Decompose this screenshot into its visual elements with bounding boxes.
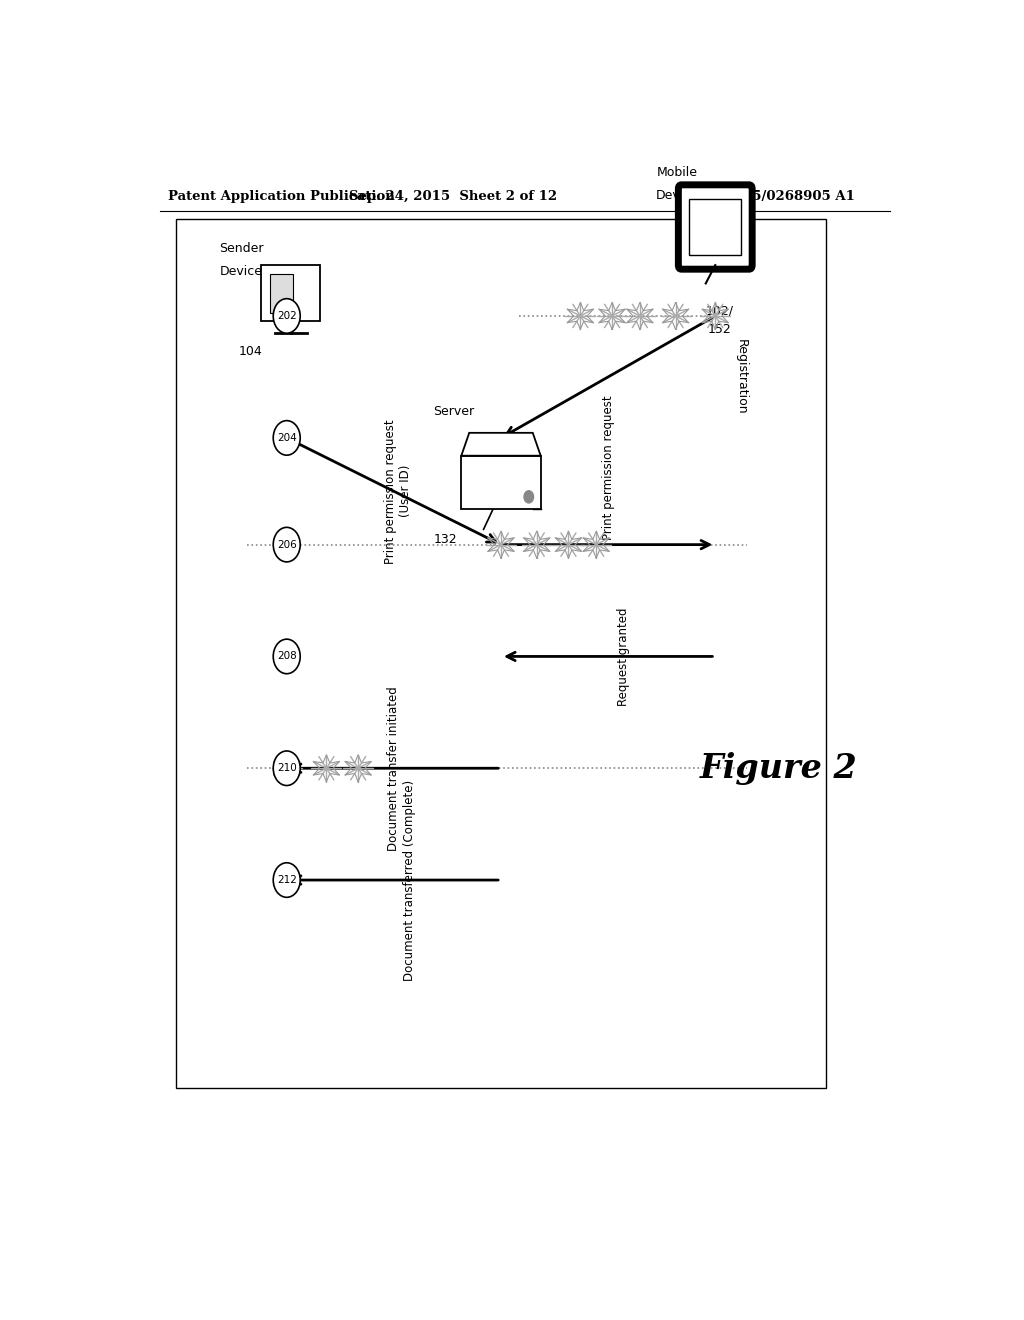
Bar [689, 199, 741, 255]
Text: Document transfer initiated: Document transfer initiated [387, 686, 400, 850]
Text: 204: 204 [276, 433, 297, 444]
Text: Mobile: Mobile [657, 166, 698, 178]
Polygon shape [461, 433, 541, 455]
Text: Device: Device [219, 265, 262, 279]
Text: 208: 208 [276, 652, 297, 661]
Text: Figure 2: Figure 2 [699, 752, 858, 784]
Circle shape [273, 528, 300, 562]
Text: Request granted: Request granted [617, 607, 631, 706]
Text: Sender: Sender [219, 242, 263, 255]
Text: Registration: Registration [735, 339, 749, 414]
FancyBboxPatch shape [678, 185, 753, 269]
Circle shape [273, 639, 300, 673]
Text: 104: 104 [240, 345, 263, 358]
Text: US 2015/0268905 A1: US 2015/0268905 A1 [699, 190, 855, 202]
Bar [461, 455, 541, 510]
Text: 132: 132 [433, 533, 458, 546]
Circle shape [273, 421, 300, 455]
Circle shape [273, 298, 300, 333]
Text: Print permission request: Print permission request [602, 395, 614, 540]
Bar [261, 265, 321, 321]
Circle shape [273, 863, 300, 898]
Text: Patent Application Publication: Patent Application Publication [168, 190, 394, 202]
Bar [176, 219, 826, 1089]
Text: Sep. 24, 2015  Sheet 2 of 12: Sep. 24, 2015 Sheet 2 of 12 [349, 190, 557, 202]
Text: 102/: 102/ [706, 305, 733, 317]
Text: 210: 210 [276, 763, 297, 774]
Circle shape [273, 751, 300, 785]
Text: 202: 202 [276, 312, 297, 321]
Circle shape [524, 491, 534, 503]
Text: Server: Server [433, 405, 474, 417]
Bar [270, 275, 293, 313]
Text: 152: 152 [708, 322, 731, 335]
Text: 206: 206 [276, 540, 297, 549]
Text: Device: Device [656, 189, 699, 202]
Text: Print permission request
(User ID): Print permission request (User ID) [384, 418, 412, 564]
Text: Document transferred (Complete): Document transferred (Complete) [403, 780, 416, 981]
Text: 212: 212 [276, 875, 297, 884]
